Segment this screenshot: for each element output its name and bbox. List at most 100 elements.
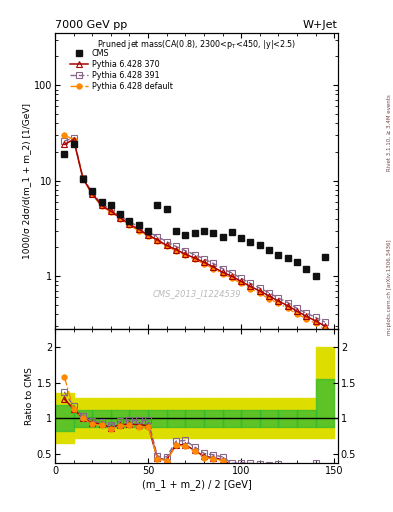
Pythia 6.428 391 [62,138,67,144]
CMS [220,233,225,240]
CMS [248,239,253,245]
Pythia 6.428 391 [220,266,225,272]
Text: mcplots.cern.ch [arXiv:1306.3436]: mcplots.cern.ch [arXiv:1306.3436] [387,239,392,334]
Line: CMS: CMS [61,141,328,280]
CMS [81,176,85,182]
Pythia 6.428 391 [81,175,85,181]
Pythia 6.428 370 [295,308,299,314]
Pythia 6.428 391 [127,219,132,225]
Line: Pythia 6.428 391: Pythia 6.428 391 [62,135,328,325]
Pythia 6.428 391 [174,243,178,249]
CMS [295,259,299,265]
Pythia 6.428 default [313,321,318,327]
Pythia 6.428 default [108,209,113,215]
Pythia 6.428 default [155,238,160,244]
Pythia 6.428 370 [155,237,160,243]
CMS [183,232,188,238]
CMS [323,253,327,260]
Pythia 6.428 391 [155,233,160,240]
Pythia 6.428 391 [323,319,327,325]
Pythia 6.428 391 [118,212,123,219]
CMS [118,211,123,217]
Pythia 6.428 370 [71,136,76,142]
CMS [146,227,151,233]
Pythia 6.428 default [136,227,141,233]
Pythia 6.428 370 [257,288,262,294]
Pythia 6.428 391 [239,275,244,282]
CMS [230,229,234,235]
Pythia 6.428 370 [220,269,225,275]
CMS [276,252,281,259]
Text: W+Jet: W+Jet [303,20,338,30]
Pythia 6.428 default [174,248,178,254]
CMS [202,227,206,233]
X-axis label: (m_1 + m_2) / 2 [GeV]: (m_1 + m_2) / 2 [GeV] [141,479,252,490]
Pythia 6.428 391 [164,239,169,245]
CMS [174,227,178,233]
Pythia 6.428 370 [230,273,234,279]
Pythia 6.428 370 [108,208,113,214]
Text: 7000 GeV pp: 7000 GeV pp [55,20,127,30]
Pythia 6.428 370 [323,323,327,329]
Pythia 6.428 370 [118,215,123,221]
Pythia 6.428 default [285,305,290,311]
Pythia 6.428 default [192,257,197,263]
Pythia 6.428 370 [239,279,244,285]
Pythia 6.428 391 [136,224,141,230]
Pythia 6.428 default [146,232,151,239]
Pythia 6.428 391 [146,229,151,235]
CMS [304,266,309,272]
Pythia 6.428 391 [90,189,95,196]
Text: CMS_2013_I1224539: CMS_2013_I1224539 [152,289,241,298]
CMS [71,141,76,147]
Pythia 6.428 default [118,216,123,222]
Pythia 6.428 391 [276,295,281,301]
Pythia 6.428 370 [267,293,272,299]
Pythia 6.428 default [99,203,104,209]
Pythia 6.428 default [304,315,309,322]
Pythia 6.428 391 [71,135,76,141]
CMS [127,218,132,224]
Pythia 6.428 391 [108,206,113,212]
Pythia 6.428 391 [230,270,234,276]
Pythia 6.428 370 [183,251,188,257]
Pythia 6.428 default [183,252,188,259]
Pythia 6.428 default [202,261,206,267]
Pythia 6.428 default [248,286,253,292]
CMS [313,273,318,279]
Pythia 6.428 391 [285,300,290,306]
Pythia 6.428 default [127,222,132,228]
Line: Pythia 6.428 370: Pythia 6.428 370 [62,137,328,329]
CMS [285,255,290,261]
Pythia 6.428 370 [127,221,132,227]
CMS [211,230,216,237]
Y-axis label: Ratio to CMS: Ratio to CMS [25,367,34,425]
CMS [108,202,113,208]
Pythia 6.428 default [71,136,76,142]
Pythia 6.428 370 [313,318,318,324]
CMS [136,222,141,228]
CMS [99,199,104,205]
Pythia 6.428 default [267,296,272,302]
Pythia 6.428 391 [267,290,272,296]
Pythia 6.428 370 [174,246,178,252]
Pythia 6.428 370 [136,226,141,232]
Pythia 6.428 370 [248,284,253,290]
Pythia 6.428 391 [295,305,299,311]
Pythia 6.428 370 [304,313,309,319]
Y-axis label: 1000/σ 2dσ/d(m_1 + m_2) [1/GeV]: 1000/σ 2dσ/d(m_1 + m_2) [1/GeV] [22,103,31,259]
Pythia 6.428 391 [183,248,188,254]
CMS [62,151,67,157]
Pythia 6.428 370 [285,303,290,309]
Pythia 6.428 default [239,281,244,287]
Pythia 6.428 391 [192,251,197,258]
Pythia 6.428 370 [276,298,281,304]
CMS [192,230,197,237]
Pythia 6.428 370 [202,259,206,265]
Pythia 6.428 default [295,311,299,317]
Pythia 6.428 370 [99,202,104,208]
Legend: CMS, Pythia 6.428 370, Pythia 6.428 391, Pythia 6.428 default: CMS, Pythia 6.428 370, Pythia 6.428 391,… [68,46,175,93]
Pythia 6.428 default [62,132,67,138]
Pythia 6.428 default [211,266,216,272]
Pythia 6.428 391 [211,261,216,267]
